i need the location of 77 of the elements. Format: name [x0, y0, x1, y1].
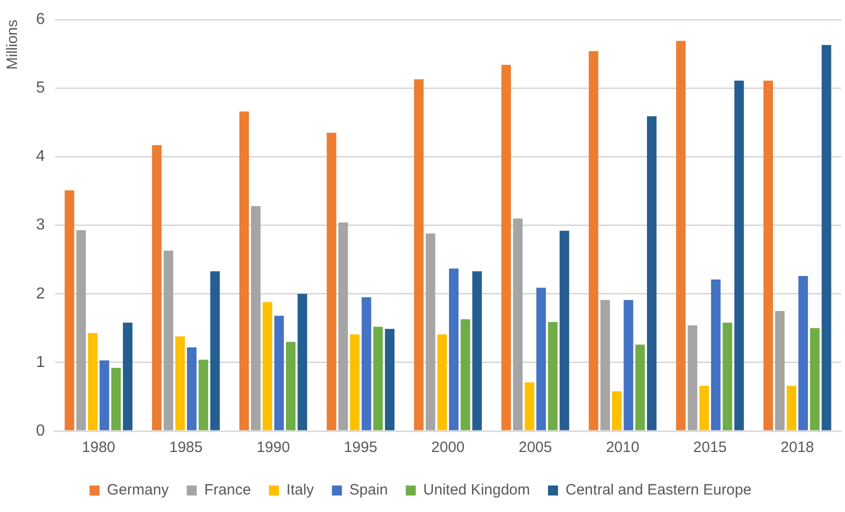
bar: [100, 360, 110, 430]
bar: [536, 288, 546, 430]
x-tick-label: 1980: [82, 439, 116, 456]
bar: [88, 332, 98, 430]
bar: [676, 40, 686, 430]
y-tick-label: 2: [36, 285, 45, 302]
bar: [64, 190, 74, 430]
bar: [612, 391, 622, 430]
y-tick-label: 1: [36, 354, 45, 371]
bar: [298, 294, 308, 430]
bar: [373, 326, 383, 430]
bar: [646, 116, 657, 430]
x-tick-label: 2000: [431, 439, 465, 456]
bar: [326, 132, 336, 430]
bar: [449, 268, 459, 430]
bar: [699, 386, 709, 430]
x-tick-label: 2010: [606, 439, 640, 456]
bar: [239, 111, 249, 430]
bar: [111, 368, 121, 430]
x-tick-label: 2018: [780, 439, 814, 456]
legend-label: Italy: [286, 482, 314, 499]
legend-label: United Kingdom: [423, 482, 530, 499]
bar: [164, 250, 174, 430]
legend-label: Germany: [107, 482, 170, 499]
bar: [822, 44, 832, 430]
bar: [350, 334, 360, 430]
y-tick-label: 4: [36, 148, 45, 166]
x-tick-label: 2005: [518, 439, 552, 456]
y-axis-title: Millions: [4, 20, 22, 70]
bar: [426, 234, 436, 430]
bar: [734, 80, 744, 430]
y-tick-label: 6: [36, 11, 45, 28]
x-tick-label: 1995: [344, 439, 378, 456]
bar: [460, 319, 470, 430]
bar: [600, 300, 610, 430]
y-tick-label: 3: [36, 216, 45, 234]
bar: [152, 145, 162, 430]
bar: [175, 336, 185, 430]
bar: [251, 206, 261, 430]
bar: [624, 300, 634, 430]
bar: [501, 64, 511, 430]
bar: [362, 297, 372, 430]
bar: [186, 347, 197, 430]
bar: [437, 334, 447, 430]
bar: [198, 360, 208, 430]
bar: [513, 218, 523, 430]
bar: [810, 328, 820, 430]
bar: [548, 322, 558, 430]
bar: [588, 51, 598, 430]
bar: [76, 230, 86, 430]
bar: [122, 322, 132, 430]
bar: [262, 302, 272, 430]
bar: [711, 279, 721, 430]
bar: [414, 79, 424, 430]
bar: [688, 325, 698, 430]
x-tick-label: 2015: [693, 439, 727, 456]
y-tick-label: 5: [36, 80, 45, 97]
bar: [763, 80, 773, 430]
bar: [274, 316, 284, 430]
bar: [384, 328, 394, 430]
bar: [635, 344, 645, 430]
x-tick-label: 1990: [256, 439, 290, 456]
bar: [775, 311, 785, 430]
x-tick-label: 1985: [169, 439, 203, 456]
bar: [472, 271, 482, 430]
bar: [786, 386, 796, 430]
legend-label: Spain: [349, 482, 388, 499]
bar: [338, 222, 348, 430]
bar: [524, 382, 534, 430]
y-tick-label: 0: [36, 422, 45, 440]
bar: [798, 276, 808, 430]
bar: [560, 230, 570, 430]
bar: [210, 271, 220, 430]
legend-label: France: [204, 482, 251, 499]
bar: [722, 322, 732, 430]
legend-label: Central and Eastern Europe: [566, 482, 752, 499]
bar: [286, 342, 296, 430]
